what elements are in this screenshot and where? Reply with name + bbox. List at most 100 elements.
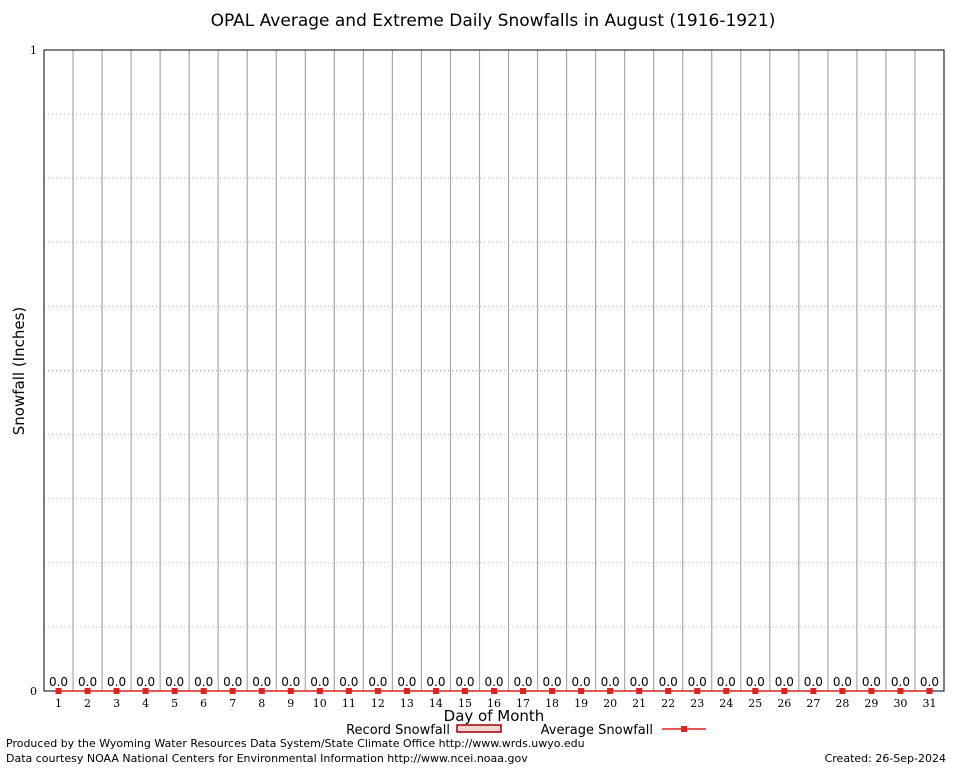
day-separator-lines [72,50,916,691]
x-tick-label: 9 [287,697,294,710]
data-label: 0.0 [78,675,97,689]
data-label: 0.0 [804,675,823,689]
x-tick-label: 3 [113,697,120,710]
average-marker [868,688,875,694]
average-marker [520,688,527,694]
data-label: 0.0 [368,675,387,689]
average-marker [723,688,730,694]
average-marker [752,688,759,694]
data-label: 0.0 [572,675,591,689]
data-label: 0.0 [833,675,852,689]
legend-record-swatch [456,724,502,733]
average-marker [607,688,614,694]
data-label: 0.0 [165,675,184,689]
average-marker [694,688,701,694]
average-marker [665,688,672,694]
legend-average-label: Average Snowfall [541,723,653,738]
x-tick-label: 31 [922,697,936,710]
data-label: 0.0 [775,675,794,689]
average-marker [142,688,149,694]
average-marker [287,688,294,694]
data-label: 0.0 [688,675,707,689]
average-marker [491,688,497,694]
legend: Record Snowfall Average Snowfall [346,723,706,738]
x-tick-label: 1 [55,697,62,710]
x-tick-label: 27 [806,697,820,710]
average-marker [897,688,904,694]
average-marker [636,688,643,694]
y-tick-label: 0 [30,685,37,698]
data-label: 0.0 [49,675,68,689]
data-labels: 0.0 0.0 0.0 0.0 0.0 0.0 0.0 0.0 0.0 0.0 0.0 0.0 0.0 0… [49,675,939,689]
average-marker [171,688,178,694]
average-marker [200,688,207,694]
average-marker [316,688,323,694]
x-tick-label: 18 [545,697,559,710]
x-tick-label: 22 [661,697,675,710]
x-tick-label: 21 [632,697,646,710]
x-tick-label: 4 [142,697,149,710]
data-label: 0.0 [252,675,271,689]
average-marker [926,688,933,694]
x-tick-label: 5 [171,697,178,710]
x-axis-label: Day of Month [444,707,545,725]
data-label: 0.0 [543,675,562,689]
grid-lines [44,113,944,628]
data-label: 0.0 [310,675,329,689]
data-label: 0.0 [484,675,503,689]
data-label: 0.0 [223,675,242,689]
x-tick-label: 25 [748,697,762,710]
average-marker [781,688,788,694]
data-label: 0.0 [397,675,416,689]
data-label: 0.0 [513,675,532,689]
average-marker [84,688,91,694]
data-label: 0.0 [281,675,300,689]
average-marker [403,688,410,694]
average-marker [839,688,846,694]
legend-record-label: Record Snowfall [346,723,450,738]
chart-title: OPAL Average and Extreme Daily Snowfalls… [211,11,776,31]
x-tick-label: 19 [574,697,588,710]
data-label: 0.0 [862,675,881,689]
x-tick-label: 20 [603,697,617,710]
x-tick-label: 6 [200,697,207,710]
data-label: 0.0 [426,675,445,689]
x-tick-label: 2 [84,697,91,710]
footer-created: Created: 26-Sep-2024 [824,752,946,765]
data-label: 0.0 [717,675,736,689]
x-tick-label: 7 [229,697,236,710]
data-label: 0.0 [339,675,358,689]
data-label: 0.0 [601,675,620,689]
x-tick-label: 8 [258,697,265,710]
x-tick-label: 17 [516,697,530,710]
x-tick-label: 16 [487,697,501,710]
average-marker [345,688,352,694]
data-label: 0.0 [920,675,939,689]
average-series [55,688,933,694]
x-tick-label: 23 [690,697,704,710]
x-tick-label: 24 [719,697,733,710]
legend-average-marker [681,726,687,732]
average-marker [578,688,585,694]
average-marker [55,688,62,694]
x-tick-label: 28 [835,697,849,710]
average-marker [374,688,381,694]
average-marker [810,688,817,694]
x-tick-label: 12 [371,697,385,710]
x-tick-label: 10 [313,697,327,710]
footer-produced-by: Produced by the Wyoming Water Resources … [6,737,585,750]
x-tick-label: 26 [777,697,791,710]
average-marker [432,688,439,694]
average-marker [113,688,120,694]
x-axis-ticks: 1 2 3 4 5 6 7 8 9 10 11 12 13 14 15 16 17 18 19 20 21 22 23 24 2… [55,697,936,710]
x-tick-label: 15 [458,697,472,710]
data-label: 0.0 [455,675,474,689]
x-tick-label: 30 [893,697,907,710]
data-label: 0.0 [891,675,910,689]
x-tick-label: 14 [429,697,443,710]
x-tick-label: 11 [342,697,356,710]
data-label: 0.0 [107,675,126,689]
data-label: 0.0 [194,675,213,689]
data-label: 0.0 [659,675,678,689]
